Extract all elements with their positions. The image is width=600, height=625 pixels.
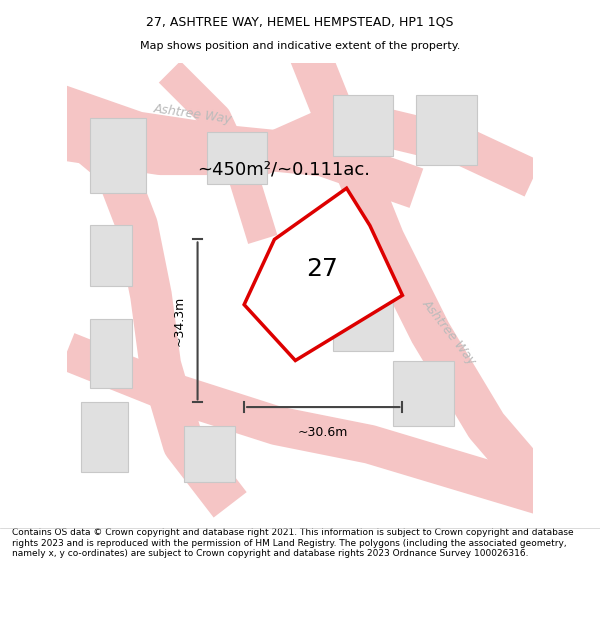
Text: Contains OS data © Crown copyright and database right 2021. This information is : Contains OS data © Crown copyright and d…: [12, 528, 574, 558]
Text: Ashtree Way: Ashtree Way: [153, 102, 233, 126]
Polygon shape: [207, 132, 268, 184]
Polygon shape: [81, 402, 128, 472]
Text: Map shows position and indicative extent of the property.: Map shows position and indicative extent…: [140, 41, 460, 51]
Text: 27: 27: [306, 257, 338, 281]
Text: 27, ASHTREE WAY, HEMEL HEMPSTEAD, HP1 1QS: 27, ASHTREE WAY, HEMEL HEMPSTEAD, HP1 1Q…: [146, 16, 454, 29]
Text: ~450m²/~0.111ac.: ~450m²/~0.111ac.: [197, 161, 371, 179]
Polygon shape: [332, 95, 393, 156]
Polygon shape: [393, 361, 454, 426]
Polygon shape: [332, 286, 393, 351]
Polygon shape: [91, 118, 146, 193]
Polygon shape: [184, 426, 235, 481]
Polygon shape: [416, 95, 477, 165]
Text: ~34.3m: ~34.3m: [173, 296, 186, 346]
Text: ~30.6m: ~30.6m: [298, 426, 349, 439]
Polygon shape: [91, 319, 133, 388]
Text: Ashtree Way: Ashtree Way: [419, 298, 478, 368]
Polygon shape: [244, 188, 403, 361]
Polygon shape: [91, 226, 133, 286]
